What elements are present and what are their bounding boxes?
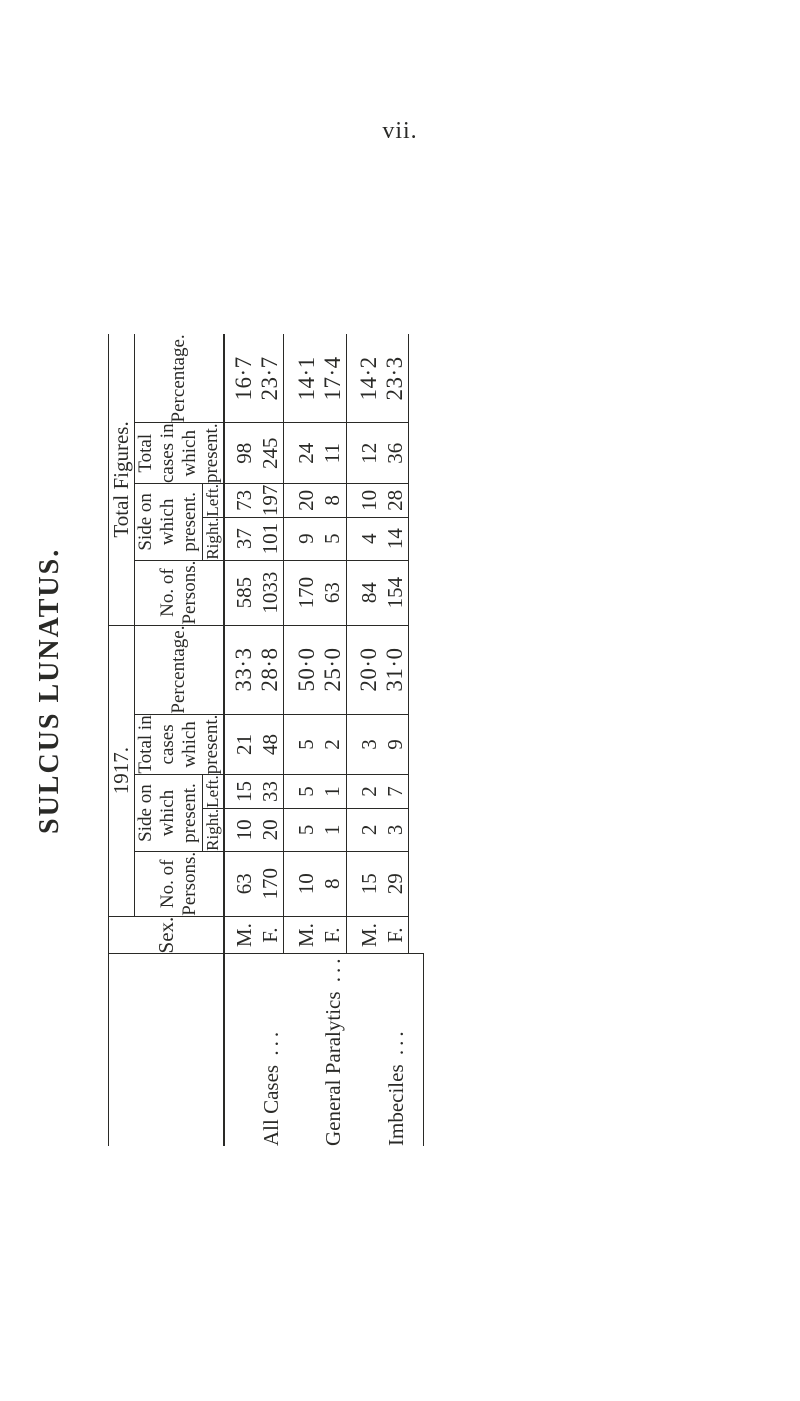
hdr-side-1917: Side on which present. bbox=[135, 775, 203, 852]
cell: 1033 bbox=[257, 560, 284, 625]
cell: 2 bbox=[356, 808, 382, 851]
cell: 8 bbox=[320, 484, 347, 518]
cell: 36 bbox=[382, 423, 409, 484]
hdr-sex: Sex. bbox=[109, 916, 225, 954]
cell: 170 bbox=[257, 851, 284, 916]
table-wrap: Sex. 1917. Total Figures. No. of Persons… bbox=[108, 334, 424, 1146]
cell: 21 bbox=[231, 714, 257, 775]
cell: 197 bbox=[257, 484, 284, 518]
cell: 1 bbox=[320, 808, 347, 851]
table-ii-label: TABLE II. bbox=[0, 536, 5, 648]
cell-pct: 31·0 bbox=[382, 625, 409, 714]
cell-pct: 28·8 bbox=[257, 625, 284, 714]
hdr-1917: 1917. bbox=[109, 625, 135, 916]
cat-imbeciles: Imbeciles bbox=[356, 954, 409, 1146]
cell: 10 bbox=[356, 484, 382, 518]
cell: 63 bbox=[320, 560, 347, 625]
cell-pct: 25·0 bbox=[320, 625, 347, 714]
hdr-pct-1917: Percentage. bbox=[135, 625, 225, 714]
cell-sex: F. bbox=[382, 916, 409, 954]
cell: 8 bbox=[320, 851, 347, 916]
cell-pct: 33·3 bbox=[231, 625, 257, 714]
cell: 98 bbox=[231, 423, 257, 484]
header-rule bbox=[224, 334, 231, 1146]
hdr-right-tot: Right. bbox=[202, 517, 224, 560]
page-number: vii. bbox=[0, 118, 800, 145]
cell-pct: 23·3 bbox=[382, 334, 409, 423]
sulcus-lunatus-label: SULCUS LUNATUS. bbox=[34, 548, 66, 834]
cell-pct: 14·2 bbox=[356, 334, 382, 423]
cell: 245 bbox=[257, 423, 284, 484]
group-rule bbox=[284, 334, 294, 1146]
statistics-table: Sex. 1917. Total Figures. No. of Persons… bbox=[108, 334, 424, 1146]
blank-corner bbox=[109, 954, 225, 1146]
table-row: General Paralytics M. 10 5 5 5 50·0 170 … bbox=[294, 334, 320, 1146]
hdr-totcases-1917: Total in cases which present. bbox=[135, 714, 225, 775]
hdr-pct-tot: Percentage. bbox=[135, 334, 225, 423]
group-rule bbox=[346, 334, 356, 1146]
header-row-1: Sex. 1917. Total Figures. bbox=[109, 334, 135, 1146]
cell: 10 bbox=[294, 851, 320, 916]
cell-sex: F. bbox=[320, 916, 347, 954]
cell-pct: 23·7 bbox=[257, 334, 284, 423]
cell-sex: F. bbox=[257, 916, 284, 954]
cell: 1 bbox=[320, 775, 347, 809]
cell: 73 bbox=[231, 484, 257, 518]
table-row: Imbeciles M. 15 2 2 3 20·0 84 4 10 12 14… bbox=[356, 334, 382, 1146]
cell: 9 bbox=[294, 517, 320, 560]
cat-all-cases: All Cases bbox=[231, 954, 284, 1146]
hdr-no-persons-tot: No. of Persons. bbox=[135, 560, 225, 625]
cell: 3 bbox=[356, 714, 382, 775]
cell: 33 bbox=[257, 775, 284, 809]
cell: 585 bbox=[231, 560, 257, 625]
cell-pct: 20·0 bbox=[356, 625, 382, 714]
cell: 20 bbox=[257, 808, 284, 851]
cell: 4 bbox=[356, 517, 382, 560]
cell: 3 bbox=[382, 808, 409, 851]
cell: 29 bbox=[382, 851, 409, 916]
table-row: All Cases M. 63 10 15 21 33·3 585 37 73 … bbox=[231, 334, 257, 1146]
cell: 10 bbox=[231, 808, 257, 851]
cell: 84 bbox=[356, 560, 382, 625]
cell-pct: 14·1 bbox=[294, 334, 320, 423]
cell-sex: M. bbox=[356, 916, 382, 954]
cell: 5 bbox=[294, 775, 320, 809]
cell: 20 bbox=[294, 484, 320, 518]
cell-pct: 16·7 bbox=[231, 334, 257, 423]
cell: 9 bbox=[382, 714, 409, 775]
cell: 15 bbox=[356, 851, 382, 916]
cell: 63 bbox=[231, 851, 257, 916]
cell: 15 bbox=[231, 775, 257, 809]
hdr-no-persons-1917: No. of Persons. bbox=[135, 851, 225, 916]
cat-general-paralytics: General Paralytics bbox=[294, 954, 347, 1146]
hdr-right-1917: Right. bbox=[202, 808, 224, 851]
hdr-left-1917: Left. bbox=[202, 775, 224, 809]
cell: 2 bbox=[356, 775, 382, 809]
cell: 2 bbox=[320, 714, 347, 775]
cell: 37 bbox=[231, 517, 257, 560]
bottom-pad bbox=[409, 334, 424, 1146]
cell-pct: 17·4 bbox=[320, 334, 347, 423]
cell: 154 bbox=[382, 560, 409, 625]
hdr-totcases-tot: Total cases in which present. bbox=[135, 423, 225, 484]
cell-sex: M. bbox=[294, 916, 320, 954]
cell: 170 bbox=[294, 560, 320, 625]
cell: 24 bbox=[294, 423, 320, 484]
cell: 48 bbox=[257, 714, 284, 775]
cell: 11 bbox=[320, 423, 347, 484]
cell: 101 bbox=[257, 517, 284, 560]
cell: 14 bbox=[382, 517, 409, 560]
cell-pct: 50·0 bbox=[294, 625, 320, 714]
cell: 5 bbox=[294, 808, 320, 851]
cell: 28 bbox=[382, 484, 409, 518]
cell: 5 bbox=[320, 517, 347, 560]
hdr-left-tot: Left. bbox=[202, 484, 224, 518]
cell-sex: M. bbox=[231, 916, 257, 954]
hdr-total-figures: Total Figures. bbox=[109, 334, 135, 625]
cell: 7 bbox=[382, 775, 409, 809]
cell: 12 bbox=[356, 423, 382, 484]
cell: 5 bbox=[294, 714, 320, 775]
hdr-side-tot: Side on which present. bbox=[135, 484, 203, 561]
page-root: vii. TABLE II. SULCUS LUNATUS. Sex. 1917… bbox=[0, 0, 800, 1401]
